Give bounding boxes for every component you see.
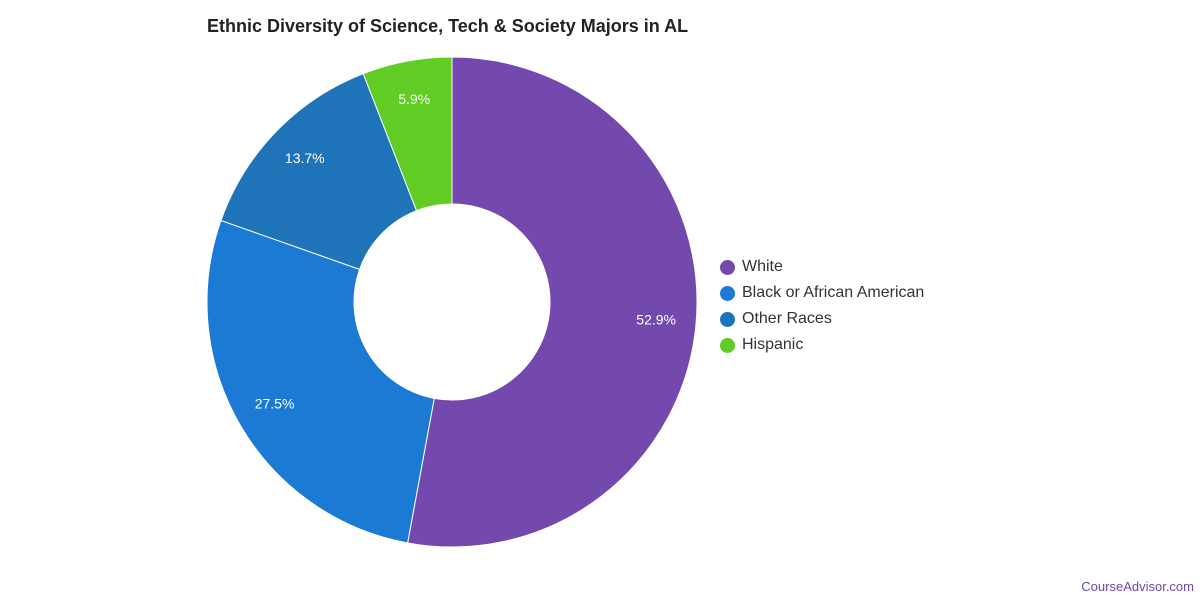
legend-swatch [720,337,735,353]
slice-other-races[interactable] [220,72,418,271]
slice-white[interactable] [407,56,698,548]
slice-label: 5.9% [398,91,430,107]
slice-label: 13.7% [285,150,325,166]
legend-swatch [720,259,735,275]
legend-label: Hispanic [742,336,804,353]
slice-hispanic[interactable] [362,56,453,212]
slice-label: 27.5% [255,395,295,411]
legend-item-black-or-african-american[interactable]: Black or African American [720,280,924,306]
slice-label: 52.9% [636,311,676,327]
slice-black-or-african-american[interactable] [206,219,435,544]
footer-credit[interactable]: CourseAdvisor.com [1081,579,1194,594]
legend-swatch [720,311,735,327]
legend-item-other-races[interactable]: Other Races [720,306,924,332]
legend-label: White [742,258,783,275]
legend: White Black or African American Other Ra… [720,254,924,358]
legend-item-hispanic[interactable]: Hispanic [720,332,924,358]
legend-label: Black or African American [742,284,925,301]
legend-swatch [720,285,735,301]
legend-item-white[interactable]: White [720,254,924,280]
chart-title: Ethnic Diversity of Science, Tech & Soci… [207,16,689,36]
legend-label: Other Races [742,310,832,327]
